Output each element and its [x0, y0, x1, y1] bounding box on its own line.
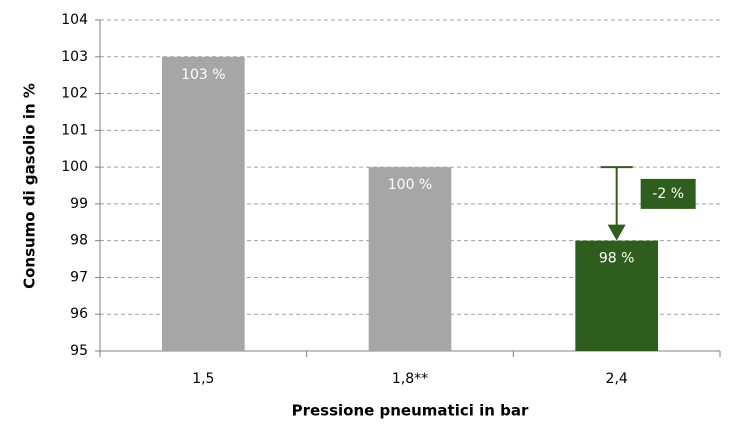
y-tick-label: 101	[61, 122, 88, 138]
value-label: 103 %	[181, 67, 225, 83]
y-tick-label: 104	[61, 12, 88, 28]
x-tick-label: 1,5	[192, 371, 214, 387]
y-tick-label: 98	[70, 233, 88, 249]
x-tick-label: 2,4	[606, 371, 628, 387]
y-tick-label: 102	[61, 86, 88, 102]
y-tick-label: 100	[61, 159, 88, 175]
y-axis-title: Consumo di gasolio in %	[21, 83, 39, 289]
x-axis-title: Pressione pneumatici in bar	[292, 402, 529, 420]
annotation-arrowhead	[607, 224, 626, 241]
annotation-text: -2 %	[652, 186, 684, 202]
y-tick-label: 99	[70, 196, 88, 212]
value-label: 100 %	[388, 177, 432, 193]
y-tick-label: 97	[70, 269, 88, 285]
bar	[368, 167, 452, 351]
x-tick-label: 1,8**	[392, 371, 428, 387]
y-tick-label: 95	[70, 343, 88, 359]
annotation-box	[640, 178, 696, 209]
value-label: 98 %	[599, 251, 635, 267]
y-tick-label: 96	[70, 306, 88, 322]
bar	[575, 240, 658, 351]
bar	[162, 56, 245, 352]
y-tick-label: 103	[61, 49, 88, 65]
